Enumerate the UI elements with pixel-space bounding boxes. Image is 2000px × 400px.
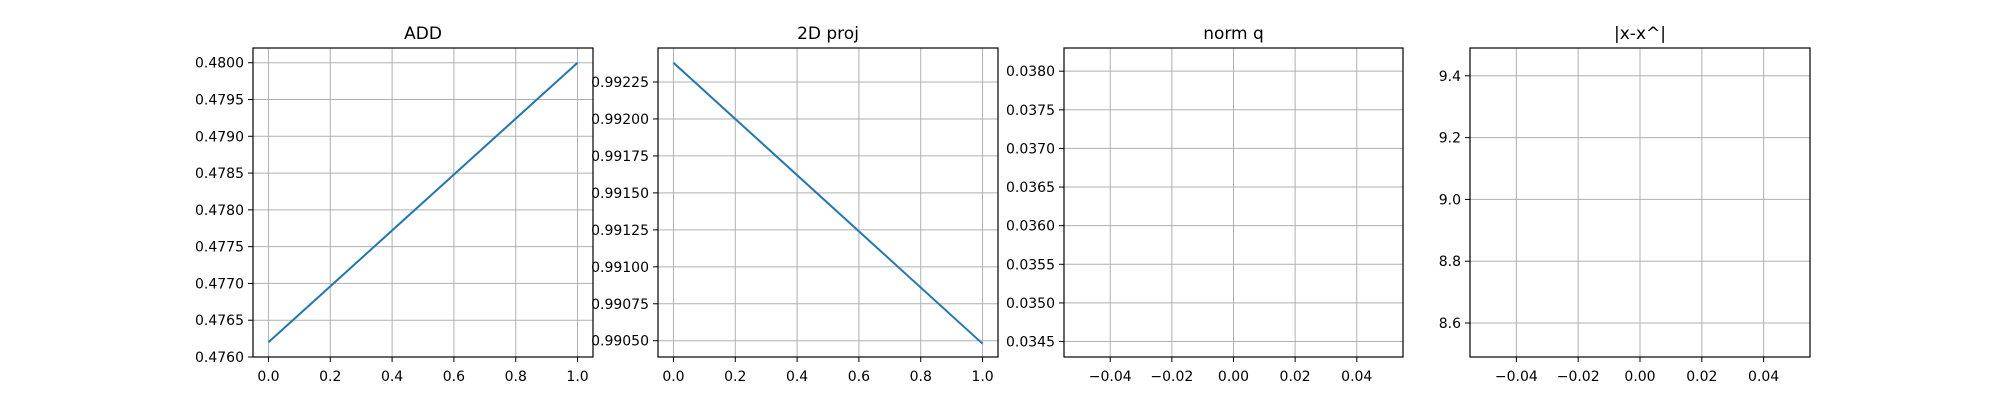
chart-title: |x-x^| [1614,24,1666,44]
y-tick-label: 0.0360 [1006,219,1055,235]
y-tick-label: 0.99125 [591,223,649,239]
x-tick-label: 0.4 [381,369,403,385]
x-tick-label: −0.04 [1089,369,1132,385]
y-tick-label: 9.4 [1439,69,1461,85]
y-tick-label: 9.2 [1439,131,1461,147]
plot-frame [657,47,999,358]
y-tick-label: 0.0350 [1006,296,1055,312]
x-tick-label: 0.00 [1624,369,1655,385]
y-tick-label: 8.6 [1439,316,1461,332]
x-tick-label: 1.0 [566,369,588,385]
y-tick-label: 8.8 [1439,254,1461,270]
x-tick-label: 0.04 [1748,369,1779,385]
chart-panel-1: 0.0 0.2 0.4 0.6 0.8 1.0 0.4760 0.4765 0.4770 0.47… [195,24,594,385]
y-tick-label: 0.0380 [1006,64,1055,80]
y-tick-label: 0.99175 [591,149,649,165]
x-tick-label: 0.0 [257,369,279,385]
x-tick-label: 0.6 [848,369,870,385]
x-tick-label: 0.02 [1280,369,1311,385]
chart-title: norm q [1203,24,1264,44]
x-tick-label: 0.02 [1686,369,1717,385]
y-tick-label: 0.0375 [1006,103,1055,119]
chart-title: 2D proj [797,24,859,44]
y-tick-label: 0.4780 [195,203,244,219]
y-tick-label: 0.4770 [195,276,244,292]
y-tick-label: 0.99075 [591,297,649,313]
chart-panel-2: 0.0 0.2 0.4 0.6 0.8 1.0 0.99050 0.99075 0.99100 0… [591,24,999,385]
y-tick-label: 9.0 [1439,192,1461,208]
x-tick-label: 0.8 [910,369,932,385]
plot-frame [252,47,594,358]
x-tick-label: 0.2 [724,369,746,385]
y-tick-label: 0.4790 [195,129,244,145]
x-tick-label: 0.0 [662,369,684,385]
y-tick-label: 0.99200 [591,112,649,128]
chart-title: ADD [404,24,442,44]
x-tick-label: 0.00 [1218,369,1249,385]
x-tick-label: 0.4 [786,369,808,385]
y-tick-label: 0.99100 [591,260,649,276]
chart-panel-3: −0.04 −0.02 0.00 0.02 0.04 0.0345 0.0350 0.0355… [1006,24,1404,385]
y-tick-label: 0.99225 [591,75,649,91]
x-tick-label: −0.02 [1557,369,1600,385]
y-tick-label: 0.0365 [1006,180,1055,196]
chart-panel-4: −0.04 −0.02 0.00 0.02 0.04 8.6 8.8 9.0 9.2 9.4 |x-… [1439,24,1811,385]
y-tick-label: 0.0355 [1006,257,1055,273]
y-tick-label: 0.4795 [195,93,244,109]
x-tick-label: 0.2 [319,369,341,385]
y-tick-label: 0.99050 [591,334,649,350]
x-tick-label: 0.6 [443,369,465,385]
y-tick-label: 0.0345 [1006,335,1055,351]
x-tick-label: 1.0 [971,369,993,385]
series-line [672,62,984,345]
y-tick-label: 0.4800 [195,56,244,72]
y-tick-label: 0.4785 [195,166,244,182]
series-line [267,61,579,344]
x-tick-label: −0.04 [1495,369,1538,385]
y-tick-label: 0.4765 [195,313,244,329]
y-tick-label: 0.99150 [591,186,649,202]
x-tick-label: 0.04 [1341,369,1372,385]
y-tick-label: 0.0370 [1006,141,1055,157]
y-tick-label: 0.4775 [195,240,244,256]
x-tick-label: 0.8 [505,369,527,385]
x-tick-label: −0.02 [1150,369,1193,385]
y-tick-label: 0.4760 [195,350,244,366]
